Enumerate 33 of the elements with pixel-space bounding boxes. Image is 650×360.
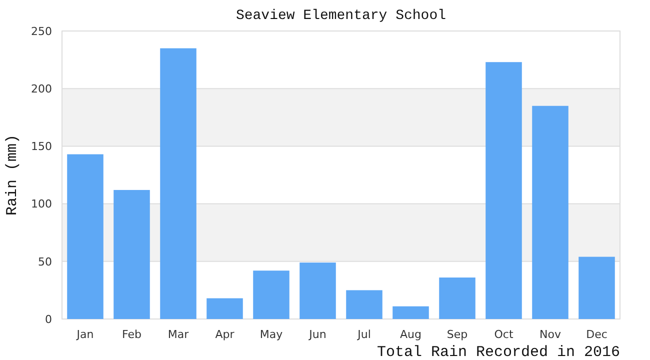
bar [532,106,568,319]
y-tick-label: 100 [31,198,52,211]
bar [114,190,150,319]
x-tick-label: Nov [540,328,562,341]
bar [206,298,243,319]
y-tick-label: 50 [38,255,52,268]
bar [439,278,476,319]
y-tick-label: 250 [31,24,52,38]
y-tick-label: 150 [31,140,52,154]
chart-title: Seaview Elementary School [236,8,446,24]
x-tick-label: Oct [494,328,514,341]
bar [346,290,382,319]
y-tick-label: 0 [45,312,52,326]
x-tick-label: Jan [76,328,94,341]
bar [578,256,615,319]
x-tick-label: Dec [586,328,608,341]
x-tick-label: Jul [356,328,371,341]
x-tick-label: Apr [215,328,235,341]
bar [253,270,290,319]
x-tick-label: Sep [446,328,468,341]
x-tick-label: Feb [122,328,142,341]
bar [486,62,522,319]
bar [300,262,336,319]
y-tick-label: 200 [31,82,52,96]
text: Total Rain Recorded in 2016 [376,344,620,360]
bar [392,306,429,319]
bar [67,154,104,319]
x-tick-label: Jun [308,328,326,341]
x-tick-label: Mar [168,328,190,341]
bar [160,48,196,319]
x-tick-label: May [260,328,284,341]
x-tick-label: Aug [400,328,422,341]
y-axis-title: Rain (mm) [4,134,21,216]
